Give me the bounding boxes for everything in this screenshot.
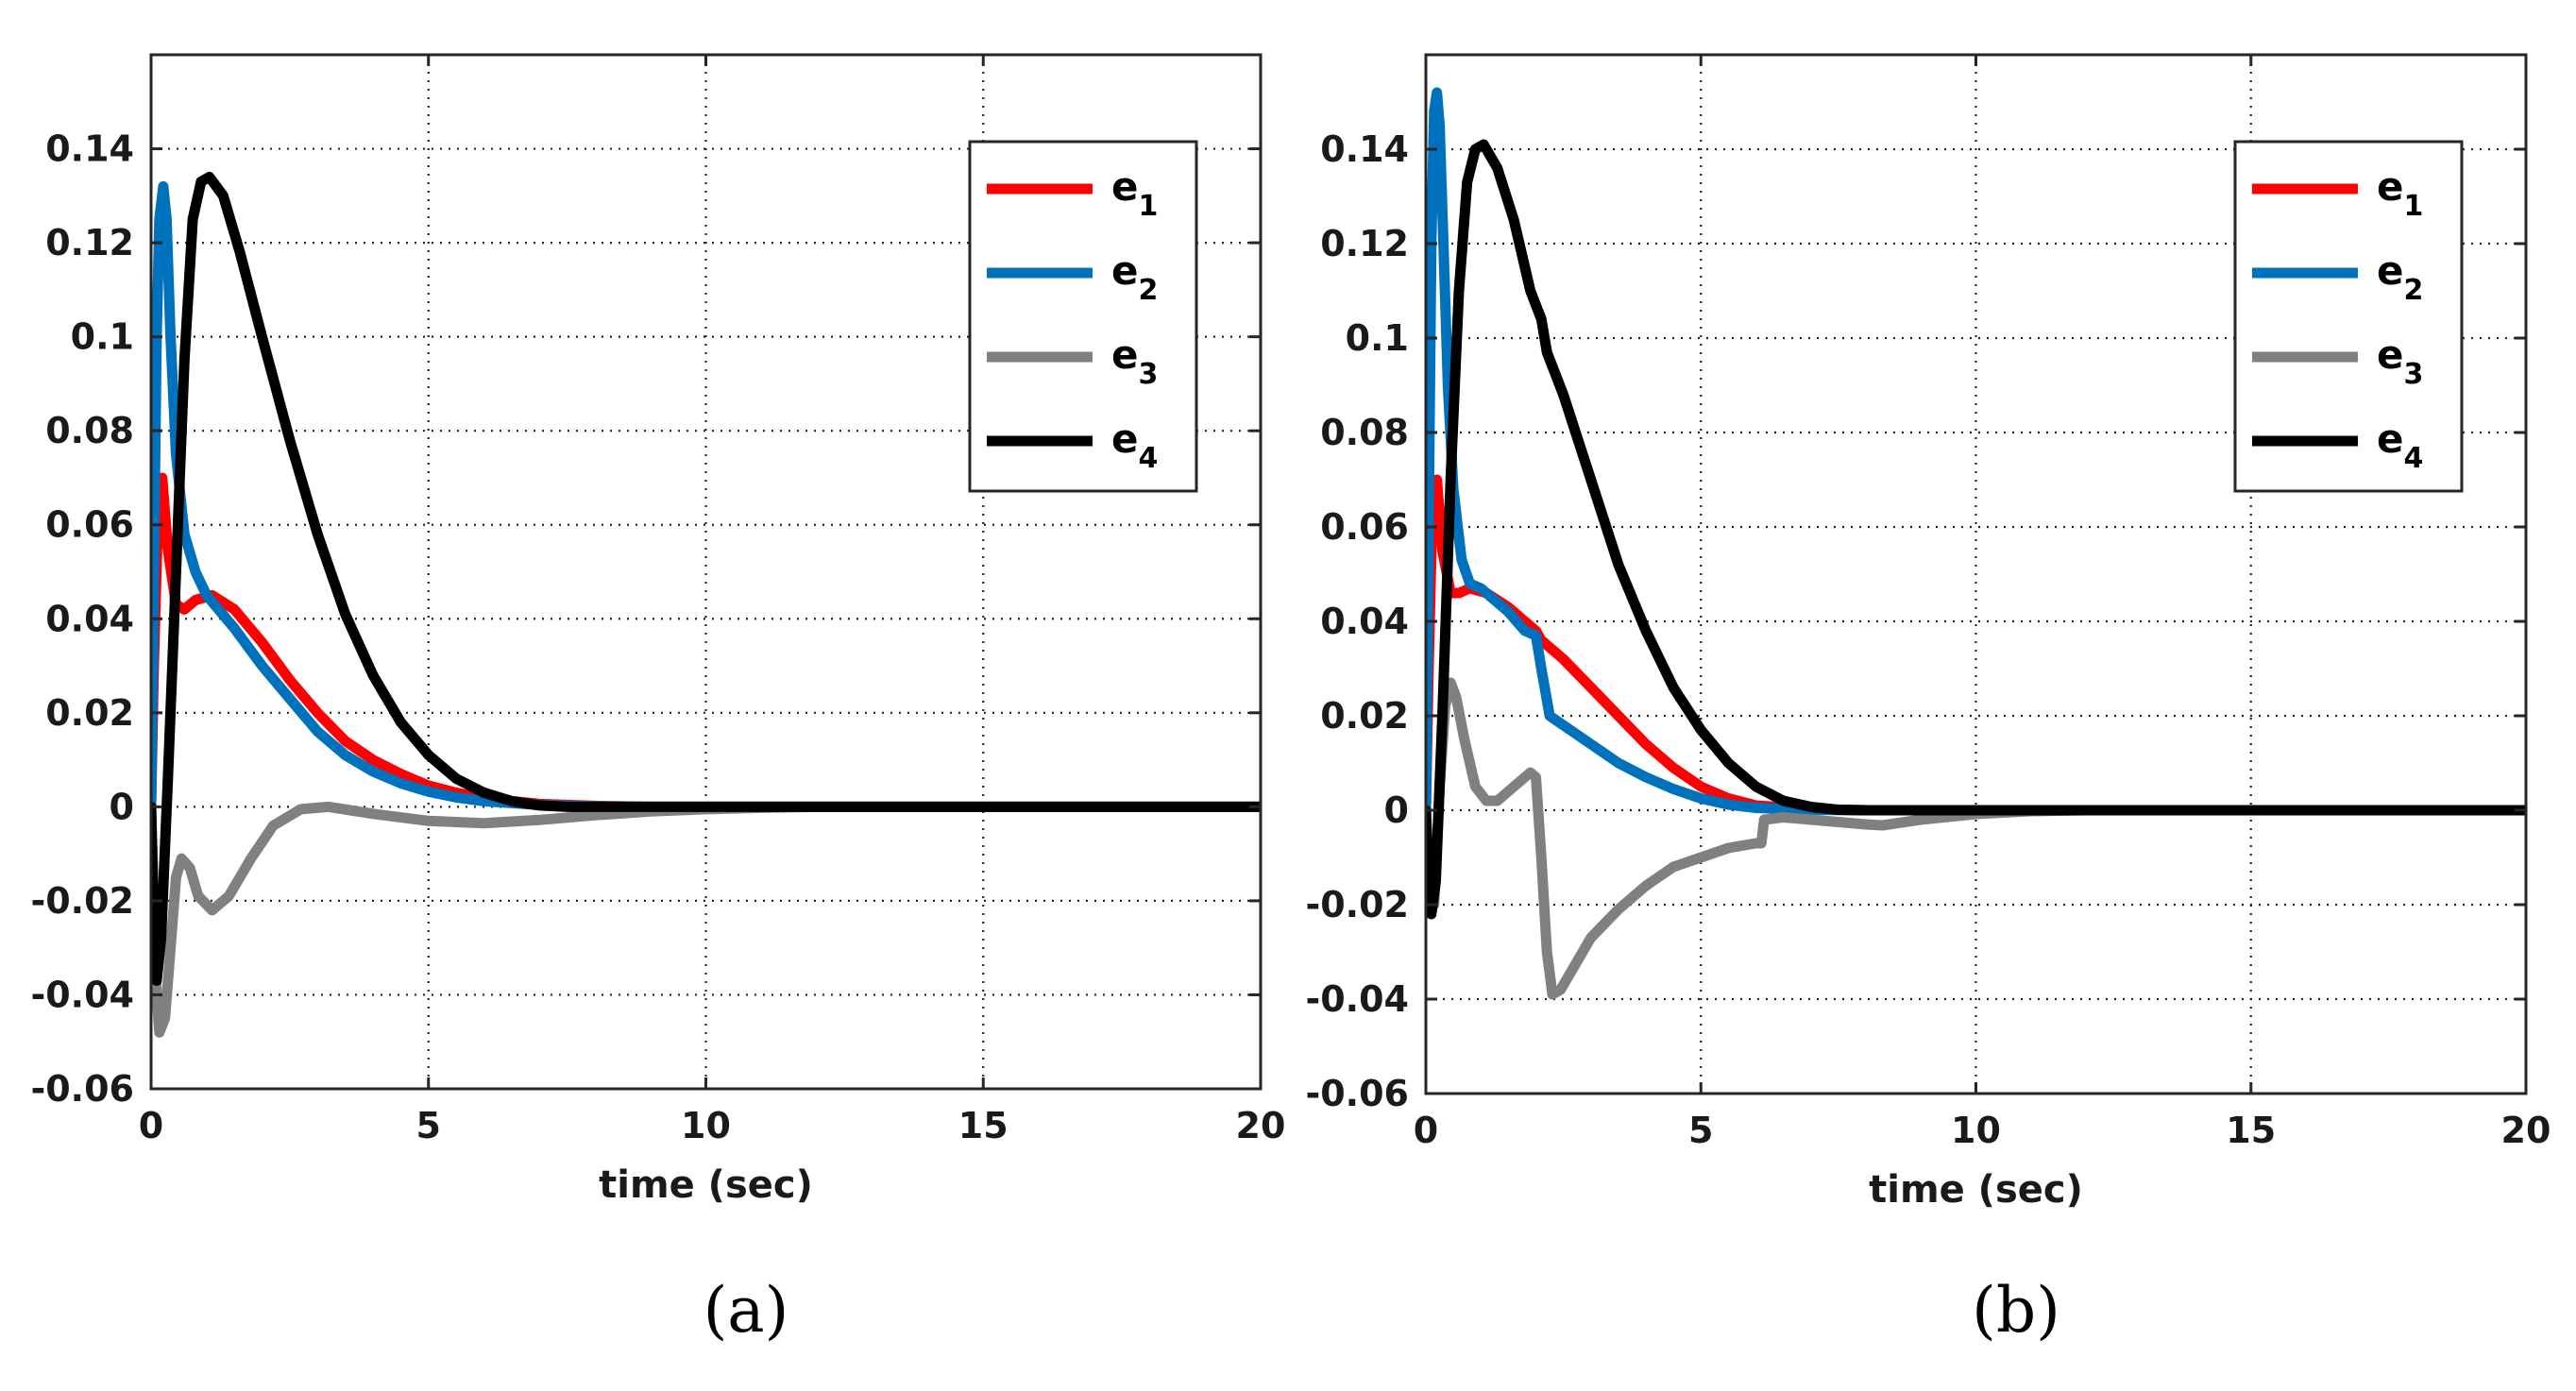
y-tick-label: -0.02 [1305, 884, 1409, 925]
panel-caption: (a) [703, 1274, 789, 1347]
series-group [1426, 87, 2526, 1000]
y-tick-label: 0.04 [1320, 601, 1409, 642]
y-tick-label: 0 [110, 786, 134, 827]
y-tick-label: 0.12 [1320, 223, 1409, 264]
y-tick-label: -0.06 [30, 1068, 134, 1110]
panel-a: 0 5 10 15 20 -0.06 -0.04 -0.02 0 0.02 0.04 0.06 0.08… [30, 53, 1286, 1347]
x-tick-label: 10 [1951, 1110, 2001, 1151]
y-tick-label: 0.1 [71, 316, 134, 358]
series-line-e3 [1426, 677, 2526, 1000]
y-tick-label: 0.02 [1320, 695, 1409, 737]
x-tick-label: 15 [2226, 1110, 2276, 1151]
x-tick-label: 20 [2501, 1110, 2551, 1151]
legend: e1 e2 e3 e4 [968, 140, 1198, 493]
y-tick-label: 0.14 [45, 128, 134, 170]
x-axis-title: time (sec) [599, 1163, 813, 1207]
y-tick-label: 0.12 [45, 222, 134, 263]
x-tick-label: 0 [1414, 1110, 1438, 1151]
series-line-e4 [1426, 139, 2526, 920]
y-tick-label: -0.04 [30, 974, 134, 1015]
series-group [151, 171, 1261, 1038]
legend-label-e3: e3 [2377, 331, 2423, 391]
series-line-e2 [151, 180, 1261, 812]
legend-label-e1: e1 [2377, 163, 2423, 223]
x-axis-title: time (sec) [1869, 1168, 2083, 1212]
legend-box [2233, 140, 2464, 493]
x-tick-label: 10 [681, 1105, 731, 1146]
legend-label-e4: e4 [2377, 416, 2423, 475]
x-tick-label: 15 [958, 1105, 1008, 1146]
x-tick-label: 0 [139, 1105, 163, 1146]
series-line-e2 [1426, 87, 2526, 816]
y-tick-label: 0.06 [1320, 506, 1409, 548]
legend-label-e4: e4 [1111, 416, 1158, 475]
legend-label-e2: e2 [2377, 247, 2423, 307]
legend-label-e3: e3 [1111, 331, 1158, 391]
grid [1426, 55, 2526, 1095]
y-tick-label: -0.06 [1305, 1073, 1409, 1114]
series-line-e4 [151, 171, 1261, 986]
panel-caption: (b) [1972, 1274, 2060, 1347]
y-tick-label: 0.08 [45, 410, 134, 451]
x-tick-label: 20 [1236, 1105, 1286, 1146]
y-tick-label: -0.04 [1305, 978, 1409, 1020]
y-tick-label: -0.02 [30, 880, 134, 922]
legend: e1 e2 e3 e4 [2233, 140, 2464, 493]
y-tick-label: 0.08 [1320, 412, 1409, 453]
legend-box [968, 140, 1198, 493]
y-tick-label: 0.02 [45, 692, 134, 734]
panel-b: 0 5 10 15 20 -0.06 -0.04 -0.02 0 0.02 0.04 0.06 0.08… [1305, 53, 2551, 1347]
series-line-e3 [151, 801, 1261, 1038]
y-tick-label: 0.14 [1320, 128, 1409, 170]
x-tick-label: 5 [1688, 1110, 1713, 1151]
y-tick-label: 0.1 [1346, 317, 1409, 359]
x-tick-label: 5 [416, 1105, 441, 1146]
y-tick-label: 0 [1384, 789, 1409, 831]
y-tick-label: 0.04 [45, 598, 134, 639]
legend-label-e1: e1 [1111, 163, 1158, 223]
y-tick-label: 0.06 [45, 504, 134, 546]
legend-label-e2: e2 [1111, 247, 1158, 307]
